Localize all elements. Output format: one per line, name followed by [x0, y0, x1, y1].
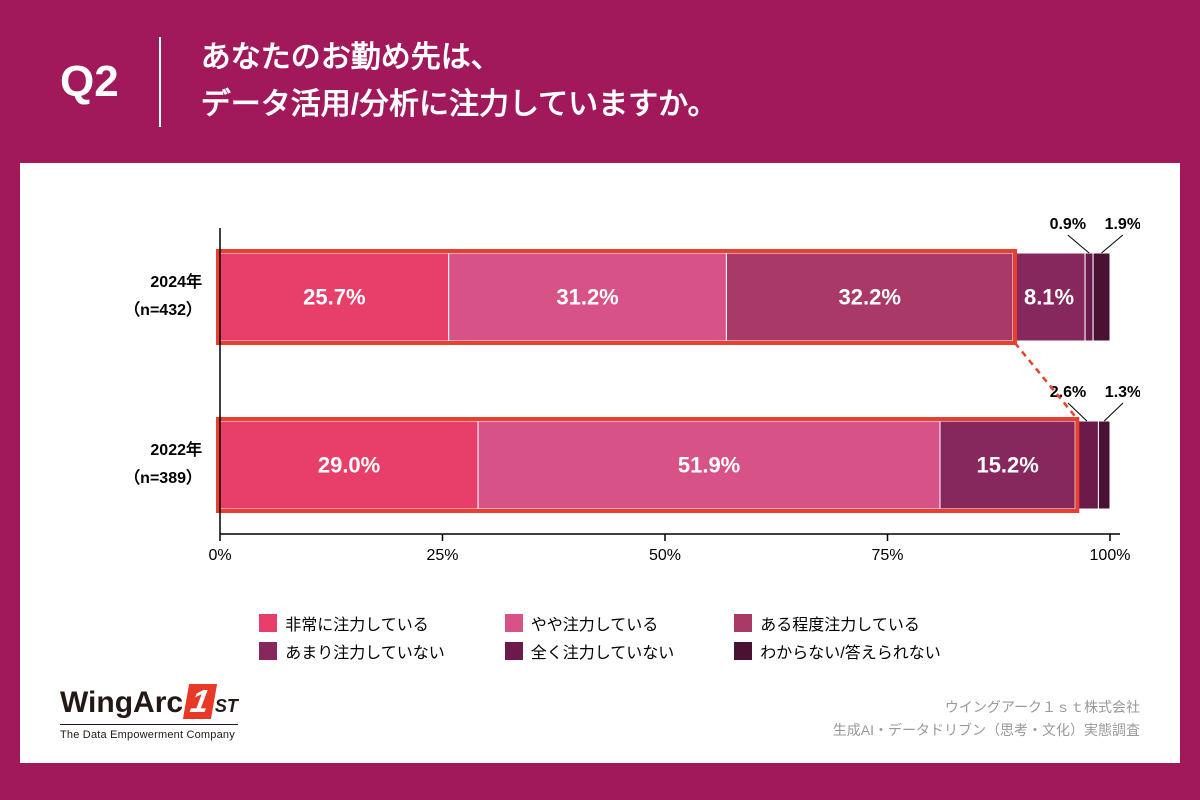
svg-text:（n=432）: （n=432） [124, 301, 202, 319]
svg-text:1.9%: 1.9% [1105, 216, 1140, 233]
legend-item: わからない/答えられない [734, 639, 940, 663]
question-text: あなたのお勤め先は、 データ活用/分析に注力していますか。 [201, 35, 718, 128]
legend-item: 全く注力していない [505, 639, 675, 663]
legend-label: 非常に注力している [285, 611, 429, 635]
svg-text:32.2%: 32.2% [839, 285, 901, 310]
legend-swatch [259, 642, 277, 660]
question-number: Q2 [60, 57, 119, 107]
legend-swatch [505, 614, 523, 632]
panel-footer: WingArc 1 ST The Data Empowerment Compan… [60, 684, 1140, 741]
chart-panel: 2024年 （n=432） 25.7% 31.2% 32.2% 8.1% 0.9% 1.9% 2… [20, 163, 1180, 763]
svg-text:25%: 25% [426, 547, 458, 564]
svg-text:25.7%: 25.7% [303, 285, 365, 310]
legend-item: あまり注力していない [259, 639, 445, 663]
svg-text:0%: 0% [208, 547, 231, 564]
bar-segment [1085, 253, 1093, 341]
header-divider [159, 37, 161, 127]
svg-text:15.2%: 15.2% [976, 453, 1038, 478]
bar-segment [1098, 421, 1110, 509]
svg-text:0.9%: 0.9% [1050, 216, 1086, 233]
svg-text:100%: 100% [1090, 547, 1131, 564]
svg-text:50%: 50% [649, 547, 681, 564]
svg-text:31.2%: 31.2% [556, 285, 618, 310]
legend-label: 全く注力していない [531, 639, 675, 663]
bar-segment [1093, 253, 1110, 341]
legend-swatch [505, 642, 523, 660]
svg-text:2024年: 2024年 [150, 272, 202, 291]
header: Q2 あなたのお勤め先は、 データ活用/分析に注力していますか。 [0, 0, 1200, 163]
legend-label: やや注力している [531, 611, 659, 635]
legend-item: やや注力している [505, 611, 675, 635]
svg-text:1.3%: 1.3% [1105, 384, 1140, 401]
legend-swatch [734, 642, 752, 660]
svg-text:29.0%: 29.0% [318, 453, 380, 478]
legend-item: 非常に注力している [259, 611, 445, 635]
legend-item: ある程度注力している [734, 611, 940, 635]
svg-text:8.1%: 8.1% [1024, 285, 1074, 310]
legend-label: ある程度注力している [760, 611, 920, 635]
svg-text:51.9%: 51.9% [678, 453, 740, 478]
legend-swatch [259, 614, 277, 632]
legend: 非常に注力している やや注力している ある程度注力しているあまり注力していない 全く注… [60, 611, 1140, 663]
highlight-connector [1015, 343, 1077, 419]
legend-swatch [734, 614, 752, 632]
brand-logo: WingArc 1 ST The Data Empowerment Compan… [60, 684, 238, 741]
svg-text:2022年: 2022年 [150, 440, 202, 459]
svg-text:（n=389）: （n=389） [124, 469, 202, 487]
svg-text:75%: 75% [871, 547, 903, 564]
legend-label: わからない/答えられない [760, 639, 940, 663]
legend-label: あまり注力していない [285, 639, 445, 663]
stacked-bar-chart: 2024年 （n=432） 25.7% 31.2% 32.2% 8.1% 0.9% 1.9% 2… [60, 213, 1140, 593]
svg-text:2.6%: 2.6% [1050, 384, 1086, 401]
credits: ウイングアーク１ｓｔ株式会社 生成AI・データドリブン（思考・文化）実態調査 [833, 696, 1140, 741]
